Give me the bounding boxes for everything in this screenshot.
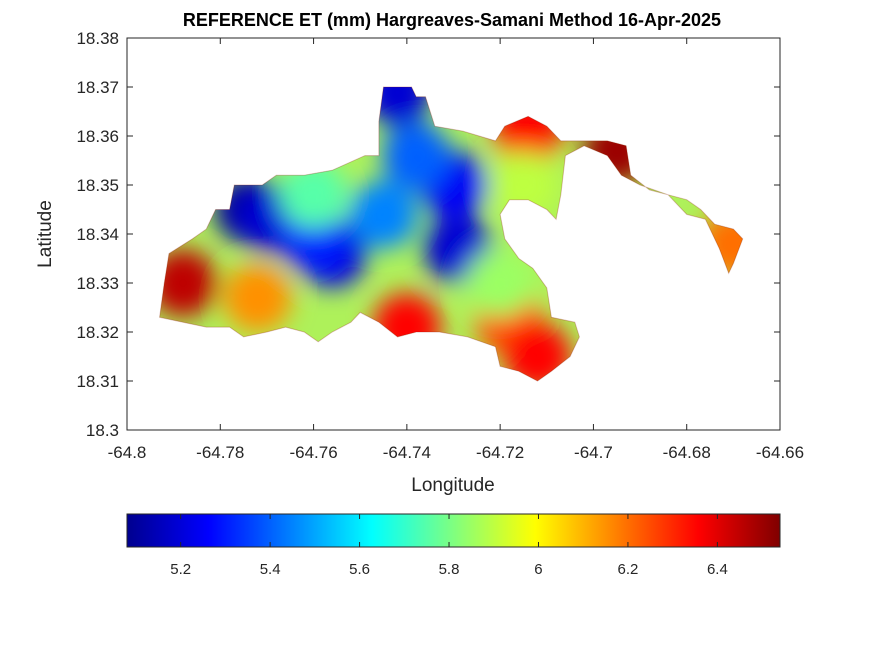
colorbar-tick-label-2: 5.6 [349,561,370,578]
colorbar-ticks: 5.2 5.4 5.6 5.8 6 6.2 6.4 [170,514,728,578]
y-tick-label-6: 18.36 [76,127,119,146]
hotspot-layer [159,87,743,381]
y-axis-label: Latitude [35,200,56,268]
x-tick-label-0: -64.8 [108,443,147,462]
hotspot-10 [223,263,292,332]
chart-title: REFERENCE ET (mm) Hargreaves-Samani Meth… [183,10,721,30]
y-tick-label-0: 18.3 [86,421,119,440]
y-tick-label-2: 18.32 [76,323,119,342]
x-axis-label: Longitude [411,475,494,496]
colorbar-tick-label-4: 6 [534,561,542,578]
y-axis: 18.3 18.31 18.32 18.33 18.34 18.35 18.36 18.37 1… [76,29,780,440]
hotspot-19 [279,160,348,229]
y-tick-label-4: 18.34 [76,225,119,244]
x-tick-label-2: -64.76 [289,443,337,462]
x-tick-label-1: -64.78 [196,443,244,462]
y-tick-label-3: 18.33 [76,274,119,293]
x-tick-label-4: -64.72 [476,443,524,462]
colorbar-tick-label-6: 6.4 [707,561,728,578]
region-outline [159,86,744,382]
hotspot-18 [466,249,535,317]
hotspot-6 [349,180,418,249]
y-tick-label-1: 18.31 [76,372,119,391]
x-tick-label-3: -64.74 [383,443,431,462]
x-axis: -64.8 -64.78 -64.76 -64.74 -64.72 -64.7 -64.68… [108,38,804,462]
y-tick-label-5: 18.35 [76,176,119,195]
hotspot-17 [489,151,558,219]
colorbar-tick-label-1: 5.4 [260,561,281,578]
x-tick-label-6: -64.68 [663,443,711,462]
colorbar-tick-label-0: 5.2 [170,561,191,578]
hotspot-7 [382,121,451,190]
colorbar-tick-label-5: 6.2 [618,561,639,578]
colorbar [126,513,781,548]
x-tick-label-5: -64.7 [574,443,613,462]
y-tick-label-7: 18.37 [76,78,119,97]
colorbar-tick-label-3: 5.8 [439,561,460,578]
x-tick-label-7: -64.66 [756,443,804,462]
y-tick-label-8: 18.38 [76,29,119,48]
